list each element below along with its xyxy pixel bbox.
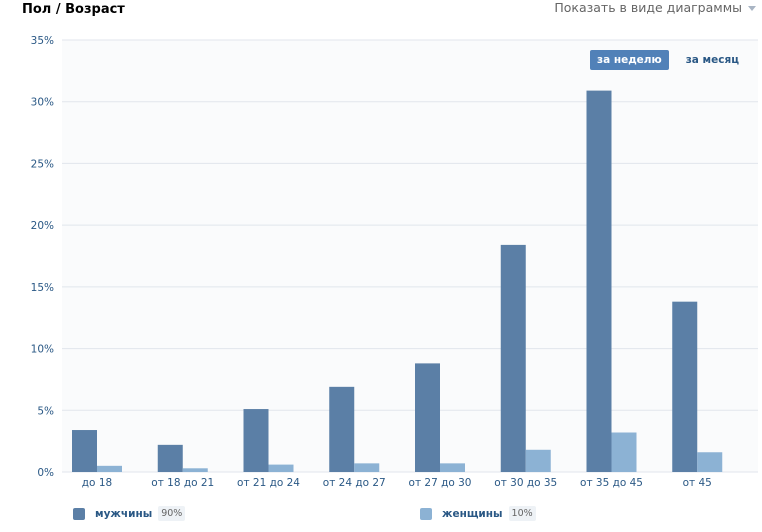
- page-title: Пол / Возраст: [22, 2, 125, 17]
- y-tick-label: 35%: [31, 35, 54, 47]
- bar-women: [354, 463, 380, 472]
- week-button[interactable]: за неделю: [589, 50, 669, 70]
- plot-area: [62, 40, 758, 472]
- bar-men: [415, 363, 440, 472]
- x-tick-label: от 30 до 35: [494, 477, 557, 489]
- period-toggle: за неделю за месяц: [589, 50, 746, 70]
- y-tick-label: 25%: [31, 158, 54, 170]
- x-tick-label: от 21 до 24: [237, 477, 300, 489]
- legend-men[interactable]: мужчины 90%: [73, 506, 186, 521]
- bar-men: [586, 90, 612, 472]
- bar-women: [182, 468, 208, 472]
- y-tick-label: 5%: [37, 405, 54, 417]
- x-tick-label: от 18 до 21: [151, 477, 214, 489]
- x-tick-label: от 24 до 27: [323, 477, 386, 489]
- legend-women-percent: 10%: [508, 506, 536, 521]
- legend-women-label: женщины: [442, 507, 503, 520]
- y-tick-label: 20%: [31, 220, 54, 232]
- bar-women: [525, 449, 551, 472]
- y-tick-label: 0%: [37, 467, 54, 479]
- bar-women: [611, 432, 637, 472]
- bar-men: [500, 244, 526, 472]
- x-tick-label: до 18: [82, 477, 112, 489]
- bar-men: [329, 386, 355, 472]
- legend-women[interactable]: женщины 10%: [420, 506, 536, 521]
- month-button[interactable]: за месяц: [685, 54, 739, 66]
- view-as-chart-label: Показать в виде диаграммы: [554, 0, 742, 15]
- bar-women: [697, 452, 723, 472]
- bar-men: [157, 444, 183, 472]
- y-tick-label: 15%: [31, 282, 54, 294]
- y-tick-label: 30%: [31, 97, 54, 109]
- bar-women: [97, 465, 122, 472]
- legend-men-label: мужчины: [95, 507, 153, 520]
- legend-men-percent: 90%: [158, 506, 186, 521]
- bar-men: [243, 409, 269, 472]
- chevron-down-icon: [748, 6, 756, 11]
- view-as-chart-dropdown[interactable]: Показать в виде диаграммы: [554, 0, 756, 15]
- x-tick-label: от 27 до 30: [409, 477, 472, 489]
- bar-women: [440, 463, 465, 472]
- bar-men: [672, 301, 698, 472]
- x-tick-label: от 35 до 45: [580, 477, 643, 489]
- men-swatch: [73, 507, 85, 520]
- women-swatch: [420, 507, 432, 520]
- y-tick-label: 10%: [31, 344, 54, 356]
- x-tick-label: от 45: [683, 477, 712, 489]
- bar-women: [268, 464, 294, 472]
- bar-men: [72, 430, 97, 472]
